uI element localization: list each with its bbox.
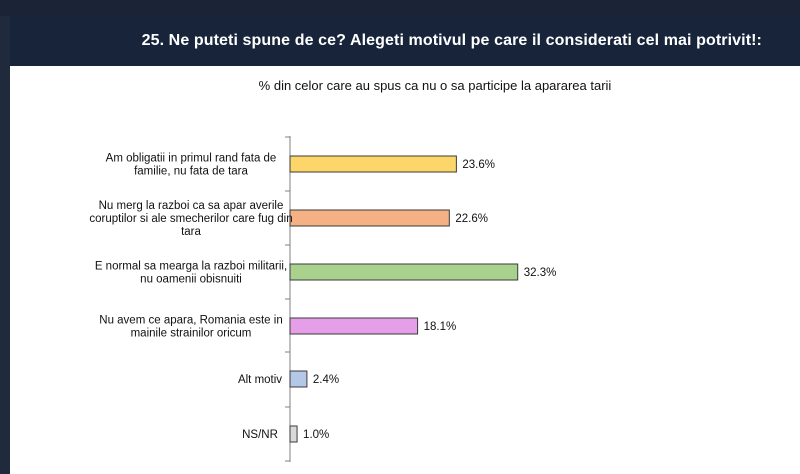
bar-chart: 23.6% Am obligatii in primul rand fata de… [89, 136, 557, 462]
bar-5 [289, 370, 308, 388]
slide: 25. Ne puteti spune de ce? Alegeti motiv… [10, 16, 800, 474]
bar-6 [289, 425, 298, 443]
category-label-2: Nu merg la razboi ca sa apar averile coru… [89, 200, 292, 238]
data-label-2: 22.6% [455, 213, 488, 225]
data-label-5: 2.4% [313, 374, 339, 386]
category-label-1: Am obligatii in primul rand fata de famil… [106, 153, 277, 178]
category-label-5: Alt motiv [238, 374, 282, 386]
chart-title: % din celor care au spus ca nu o sa part… [258, 78, 612, 93]
bar-1 [289, 155, 457, 173]
bar-3 [289, 263, 519, 281]
data-label-3: 32.3% [524, 267, 557, 279]
question-header: 25. Ne puteti spune de ce? Alegeti motiv… [10, 16, 800, 66]
bar-2 [289, 209, 450, 227]
category-label-4: Nu avem ce apara, Romania este in mainile… [99, 315, 282, 340]
data-label-4: 18.1% [424, 321, 457, 333]
data-label-6: 1.0% [303, 429, 329, 441]
window-top-strip [0, 0, 800, 16]
category-label-6: NS/NR [242, 429, 278, 441]
category-label-3: E normal sa mearga la razboi militarii, n… [95, 261, 287, 286]
bar-4 [289, 317, 419, 335]
data-label-1: 23.6% [462, 159, 495, 171]
question-title: 25. Ne puteti spune de ce? Alegeti motiv… [141, 32, 762, 49]
